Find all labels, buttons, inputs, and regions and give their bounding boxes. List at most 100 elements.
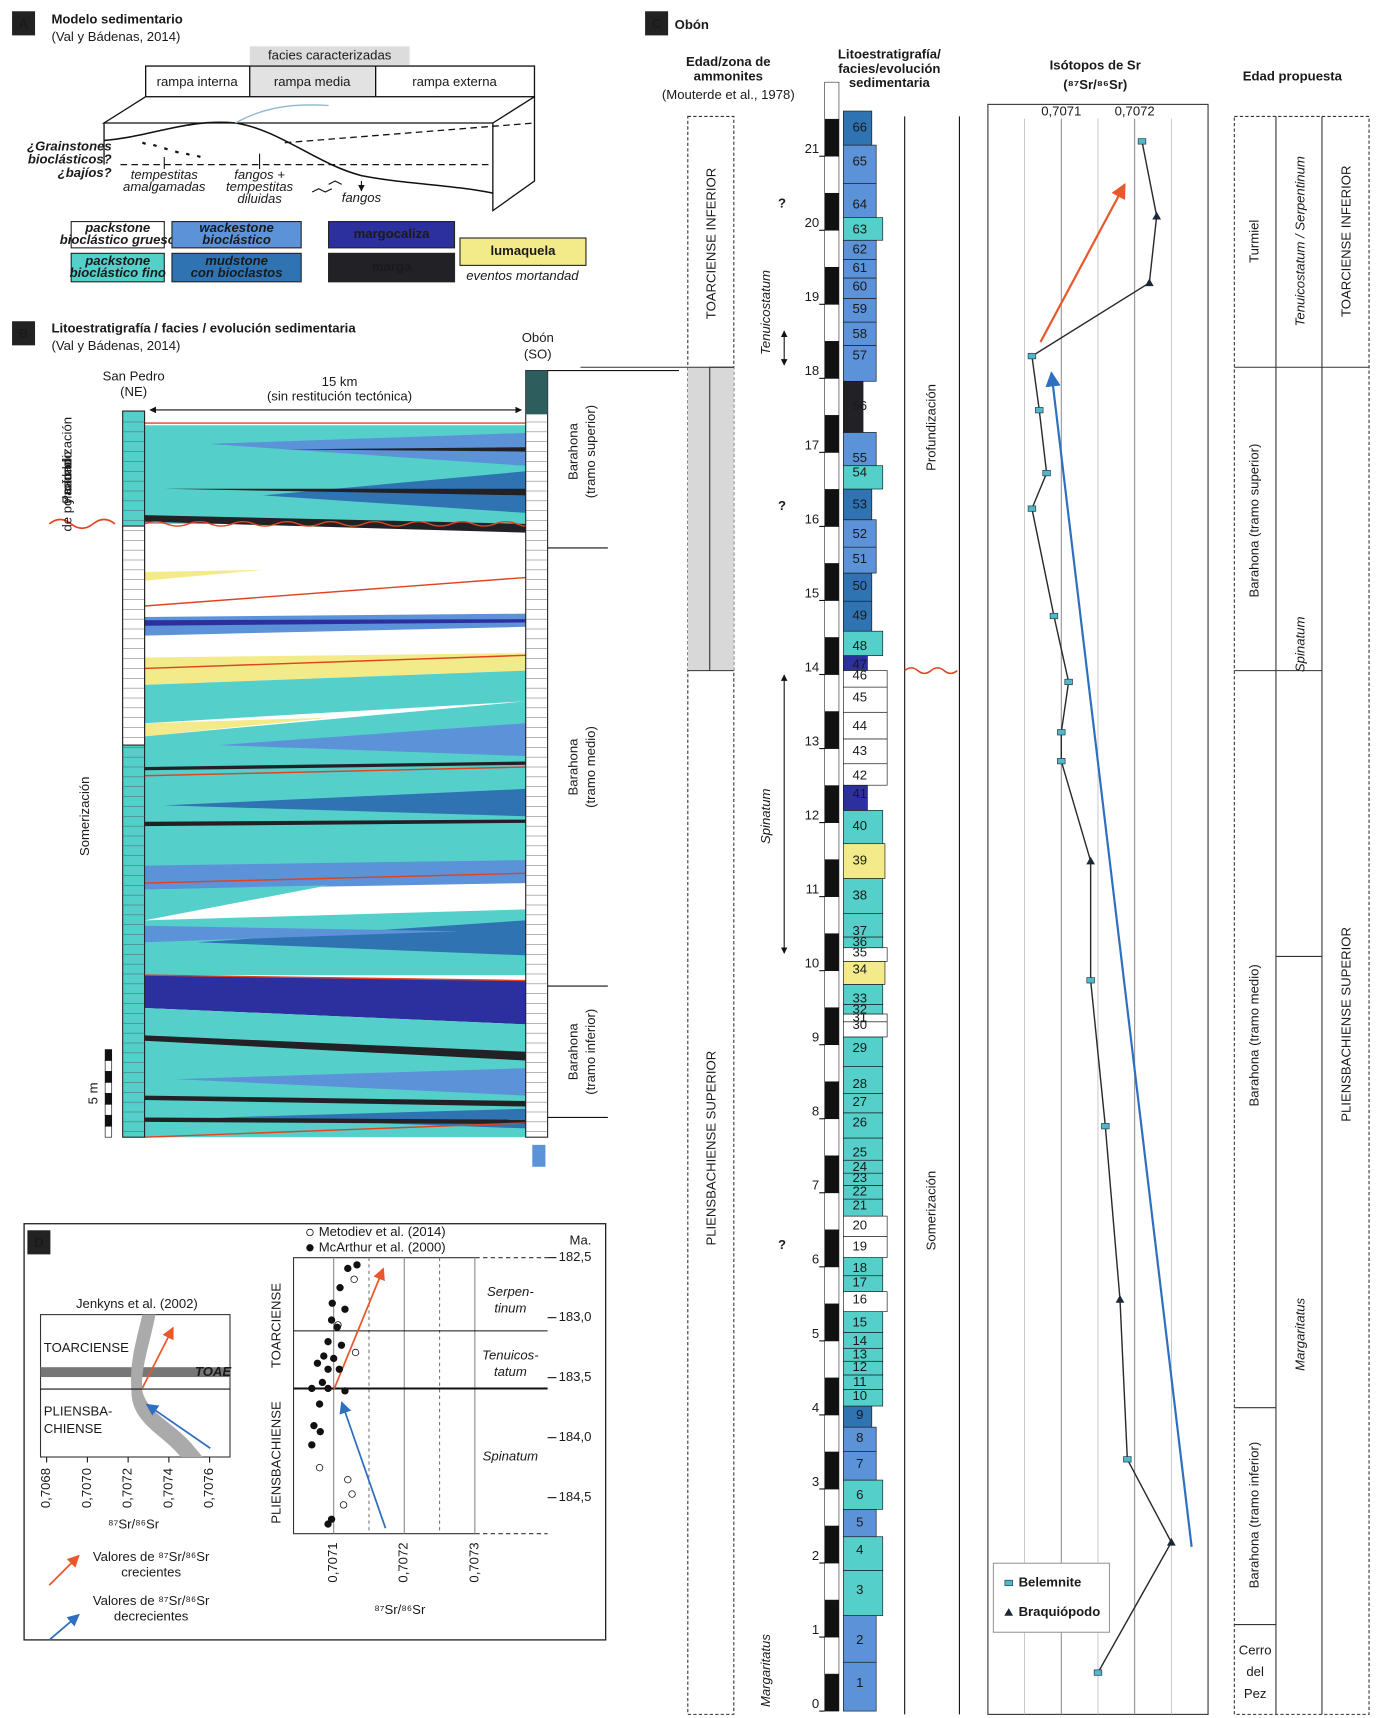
bed-label: 44 xyxy=(852,718,867,733)
section-label: (NE) xyxy=(120,384,147,399)
age-point xyxy=(338,1342,345,1349)
legend-label: decrecientes xyxy=(114,1608,189,1623)
bed-label: 60 xyxy=(852,279,867,294)
y-tick-label: 183,0 xyxy=(559,1309,592,1324)
meter-label: 4 xyxy=(812,1400,819,1415)
panel-letter: D xyxy=(34,1235,43,1250)
trend-arrow xyxy=(1051,373,1191,1547)
legend-label: McArthur et al. (2000) xyxy=(319,1239,446,1254)
bed-label: 8 xyxy=(856,1430,863,1445)
x-tick-label: 0,7073 xyxy=(466,1542,481,1582)
section-label: San Pedro xyxy=(103,369,165,384)
meter-strip xyxy=(825,1378,839,1415)
legend-label: lumaquela xyxy=(491,243,557,258)
meter-strip xyxy=(825,193,839,230)
bed-label: 7 xyxy=(856,1456,863,1471)
formation-label: Cerro xyxy=(1239,1642,1272,1657)
panel-title: Obón xyxy=(675,17,709,32)
column-header: sedimentaria xyxy=(849,75,931,90)
meter-strip xyxy=(825,526,839,563)
sr-point xyxy=(1086,857,1095,865)
figure: AModelo sedimentario(Val y Bádenas, 2014… xyxy=(0,0,1380,1718)
meter-label: 12 xyxy=(805,807,820,822)
axis-label: Ma. xyxy=(570,1233,592,1248)
panel-letter: C xyxy=(652,16,662,31)
meter-strip xyxy=(825,1156,839,1193)
sr-point xyxy=(1094,1670,1102,1675)
bed-label: 65 xyxy=(852,154,867,169)
column-header: Edad propuesta xyxy=(1243,68,1343,83)
note: eventos mortandad xyxy=(466,268,579,283)
meter-strip xyxy=(825,600,839,637)
query: ? xyxy=(778,498,786,513)
legend-label: bioclástico grueso xyxy=(60,232,176,247)
note: diluidas xyxy=(237,191,282,206)
column-header: ammonites xyxy=(694,68,763,83)
stage-label: CHIENSE xyxy=(44,1421,103,1436)
legend-label: con bioclastos xyxy=(191,265,283,280)
formation-label: Barahona (tramo superior) xyxy=(1247,444,1262,598)
panel-title: Modelo sedimentario xyxy=(51,12,182,27)
scale-bar xyxy=(105,1061,112,1072)
meter-label: 13 xyxy=(805,733,820,748)
bed-label: 63 xyxy=(852,222,867,237)
legend-label: margocaliza xyxy=(354,226,431,241)
note: amalgamadas xyxy=(123,179,206,194)
sr-line xyxy=(1032,141,1171,1672)
age-point xyxy=(325,1385,332,1392)
x-tick-label: 0,7068 xyxy=(38,1468,53,1508)
formation-label: Turmiel xyxy=(1247,220,1262,263)
trend-label: Somerización xyxy=(924,1171,939,1251)
scale-bar xyxy=(105,1126,112,1137)
age-point xyxy=(340,1502,347,1509)
bed-label: 17 xyxy=(852,1275,867,1290)
section-column xyxy=(123,411,145,1137)
bed-label: 9 xyxy=(856,1407,863,1422)
meter-strip xyxy=(825,1267,839,1304)
zone-label: Tenuicostatum xyxy=(758,270,773,355)
legend-label: Metodiev et al. (2014) xyxy=(319,1224,446,1239)
meter-strip xyxy=(825,230,839,267)
meter-strip xyxy=(825,378,839,415)
meter-strip xyxy=(825,1563,839,1600)
sr-point xyxy=(1123,1457,1131,1462)
meter-strip xyxy=(825,1045,839,1082)
bed-label: 42 xyxy=(852,767,867,782)
trend-label: de polaridad xyxy=(59,459,74,531)
legend-arrow xyxy=(49,1615,79,1640)
x-tick-label: 0,7071 xyxy=(1041,104,1081,119)
bed-label: 5 xyxy=(856,1514,863,1529)
source: (Val y Bádenas, 2014) xyxy=(51,29,180,44)
bed-label: 16 xyxy=(852,1292,867,1307)
x-tick-label: 0,7074 xyxy=(160,1468,175,1508)
bed-label: 41 xyxy=(852,786,867,801)
zone-label: Spinatum xyxy=(758,788,773,844)
bed-label: 22 xyxy=(852,1184,867,1199)
bed-label: 29 xyxy=(852,1040,867,1055)
column-header: Edad/zona de xyxy=(686,54,771,69)
bed-label: 14 xyxy=(852,1333,867,1348)
bed-label: 3 xyxy=(856,1582,863,1597)
age-point xyxy=(316,1464,323,1471)
sr-point xyxy=(1065,679,1073,684)
distance: (sin restitución tectónica) xyxy=(267,388,412,403)
bed-label: 64 xyxy=(852,197,867,212)
legend-label: bioclástico fino xyxy=(70,265,166,280)
age-point xyxy=(345,1265,352,1272)
zone-label: Margaritatus xyxy=(758,1634,773,1707)
scale-bar xyxy=(105,1093,112,1104)
age-point xyxy=(309,1385,316,1392)
legend-label: crecientes xyxy=(121,1565,181,1580)
zone-label: Tenuicos- xyxy=(482,1348,539,1363)
source: (Mouterde et al., 1978) xyxy=(662,87,795,102)
legend-label: Braquiópodo xyxy=(1019,1604,1101,1619)
meter-strip xyxy=(825,1415,839,1452)
age-point xyxy=(325,1366,332,1373)
zone-label: Margaritatus xyxy=(1293,1297,1308,1370)
y-tick-label: 184,0 xyxy=(559,1429,592,1444)
age-point xyxy=(337,1284,344,1291)
meter-strip xyxy=(825,823,839,860)
meter-strip xyxy=(825,1304,839,1341)
section-column xyxy=(526,371,548,415)
legend-arrow xyxy=(49,1556,79,1586)
